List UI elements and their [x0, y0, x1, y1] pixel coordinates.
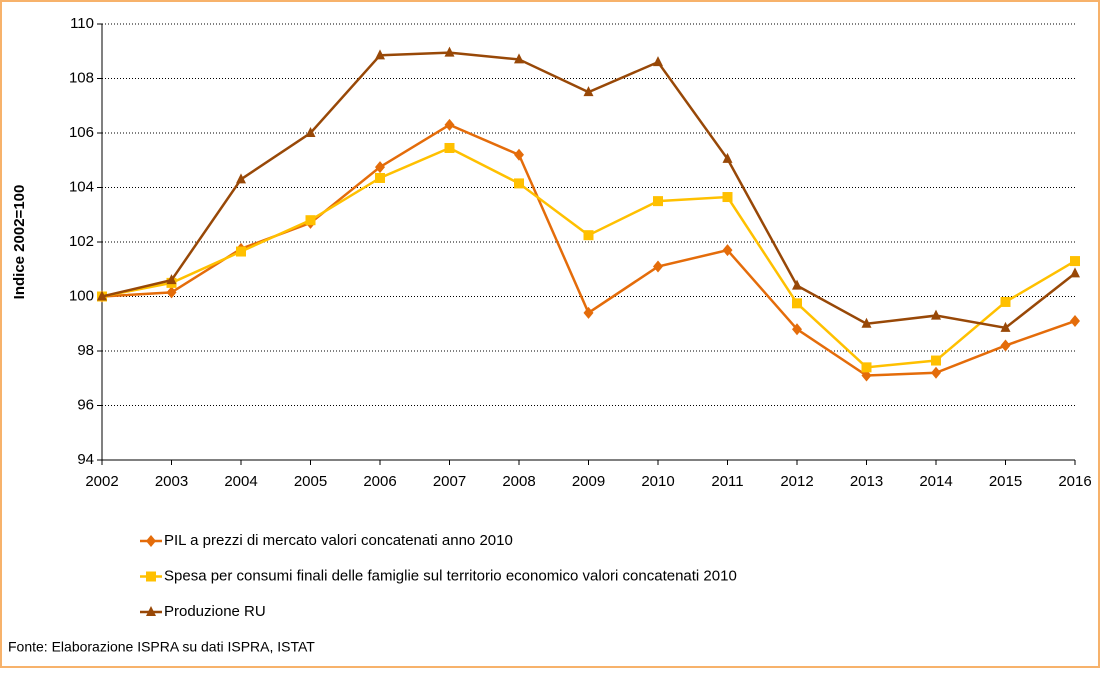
marker: [861, 317, 872, 328]
marker: [305, 127, 316, 137]
x-tick-label: 2013: [850, 473, 883, 490]
marker: [444, 142, 455, 153]
marker: [146, 571, 156, 582]
marker: [444, 46, 455, 57]
y-tick-label: 110: [70, 15, 94, 32]
marker: [792, 323, 802, 336]
marker: [97, 290, 107, 301]
marker: [514, 148, 524, 161]
x-tick-label: 2014: [919, 473, 952, 490]
y-tick-label: 106: [69, 124, 94, 141]
x-tick-label: 2007: [433, 473, 466, 490]
marker: [931, 366, 941, 379]
y-tick-label: 98: [77, 342, 94, 359]
marker: [653, 260, 663, 273]
marker: [146, 535, 156, 547]
legend-label: Produzione RU: [164, 603, 266, 620]
marker: [653, 196, 663, 207]
y-tick-label: 104: [69, 178, 94, 195]
y-tick-label: 102: [69, 233, 94, 250]
marker: [146, 606, 156, 616]
marker: [375, 172, 385, 183]
marker: [931, 309, 941, 320]
y-tick-label: 108: [69, 69, 94, 86]
marker: [1070, 267, 1080, 278]
marker: [1000, 296, 1011, 307]
marker: [375, 161, 385, 174]
marker: [236, 246, 246, 257]
x-tick-label: 2004: [224, 473, 257, 490]
y-tick-label: 94: [77, 451, 94, 468]
marker: [653, 56, 663, 67]
x-tick-label: 2006: [363, 473, 396, 490]
marker: [444, 118, 455, 131]
marker: [514, 178, 524, 189]
marker: [1000, 321, 1011, 332]
x-tick-label: 2002: [85, 473, 118, 490]
x-tick-label: 2005: [294, 473, 327, 490]
legend-label: Spesa per consumi finali delle famiglie …: [164, 567, 737, 584]
marker: [514, 53, 524, 64]
y-tick-label: 96: [77, 396, 94, 413]
marker: [722, 192, 733, 203]
marker: [583, 306, 594, 319]
marker: [1070, 315, 1080, 328]
marker: [792, 279, 802, 290]
y-axis-label: Indice 2002=100: [11, 185, 28, 300]
marker: [861, 362, 872, 373]
marker: [792, 298, 802, 309]
marker: [1000, 339, 1011, 352]
marker: [1070, 256, 1080, 267]
source-note: Fonte: Elaborazione ISPRA su dati ISPRA,…: [8, 639, 315, 655]
x-tick-label: 2010: [641, 473, 674, 490]
marker: [166, 274, 177, 285]
marker: [583, 230, 594, 241]
x-tick-label: 2012: [780, 473, 813, 490]
marker: [305, 215, 316, 226]
marker: [375, 49, 385, 60]
x-tick-label: 2016: [1058, 473, 1091, 490]
marker: [166, 286, 177, 299]
marker: [861, 369, 872, 382]
marker: [236, 173, 246, 184]
x-tick-label: 2008: [502, 473, 535, 490]
x-tick-label: 2009: [572, 473, 605, 490]
marker: [583, 86, 594, 97]
x-tick-label: 2003: [155, 473, 188, 490]
legend-label: PIL a prezzi di mercato valori concatena…: [164, 532, 513, 549]
y-tick-label: 100: [69, 287, 94, 304]
marker: [931, 355, 941, 366]
marker: [722, 244, 733, 257]
x-tick-label: 2015: [989, 473, 1022, 490]
marker: [722, 152, 733, 163]
x-tick-label: 2011: [711, 473, 743, 490]
